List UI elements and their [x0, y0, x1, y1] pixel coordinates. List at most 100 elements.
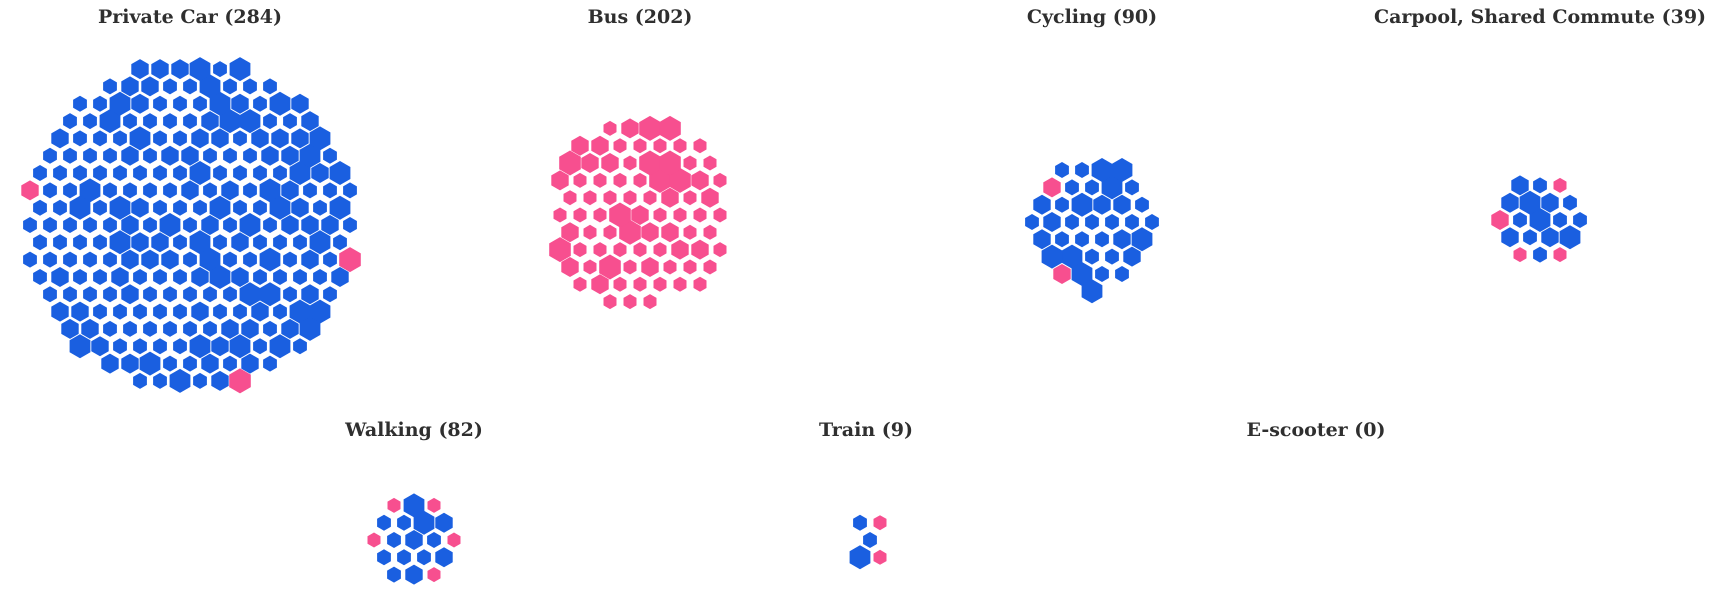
hexagon-blue [263, 320, 277, 337]
hexagon-blue [93, 269, 107, 285]
hexagon-blue [291, 128, 309, 149]
hexagon-blue [183, 217, 197, 233]
hexagon-pink [653, 138, 667, 154]
hexagon-blue [435, 512, 453, 533]
hexagon-blue [109, 230, 131, 255]
hexagon-blue [203, 147, 217, 164]
hexagon-blue [163, 78, 177, 95]
hexagon-blue [159, 213, 181, 237]
hexagon-blue [211, 336, 229, 357]
hexagon-pink [613, 138, 627, 154]
hexagon-blue [131, 59, 149, 80]
hexagon-blue [73, 269, 87, 285]
hexagon-blue [1533, 177, 1547, 194]
hexagon-blue [123, 113, 137, 130]
hexagon-blue [239, 109, 261, 134]
hexagon-blue [153, 372, 167, 389]
hexagon-blue [1061, 244, 1083, 269]
hexagon-blue [213, 234, 227, 251]
hexagon-blue [1111, 158, 1133, 182]
hexagon-blue [329, 161, 351, 185]
panel-title-private-car: Private Car (284) [97, 6, 283, 28]
hexagon-blue [301, 215, 319, 235]
hexagon-blue [131, 232, 149, 253]
hexagon-blue [289, 161, 311, 185]
hexagon-blue [103, 147, 117, 164]
hexagon-blue [331, 267, 349, 287]
panel-title-carpool: Carpool, Shared Commute (39) [1373, 6, 1707, 28]
hexagon-blue [1529, 208, 1551, 232]
hexagon-pink [613, 172, 627, 188]
hexagon-blue [293, 234, 307, 251]
hexagon-pink [661, 222, 679, 243]
hexagon-pink [593, 242, 607, 258]
hexagon-pink [691, 239, 709, 260]
hexagon-blue [1135, 196, 1149, 213]
hexagon-blue [183, 320, 197, 337]
hexagon-pink [339, 247, 361, 273]
hexagon-blue [93, 130, 107, 147]
hexagon-blue [283, 251, 297, 268]
hexagon-pink [713, 172, 727, 188]
hexagon-blue [93, 199, 107, 216]
hexagon-pink [593, 207, 607, 223]
hexagon-blue [863, 532, 877, 548]
hexagon-blue [151, 59, 169, 80]
hexagon-blue [223, 147, 237, 164]
panel-title-walking: Walking (82) [345, 419, 483, 441]
hexagon-blue [43, 182, 57, 199]
hexagon-blue [253, 199, 267, 216]
hexagon-blue [53, 199, 67, 216]
hexagon-blue [1095, 266, 1109, 282]
hexagon-blue [1055, 196, 1069, 213]
hexagon-blue [133, 303, 147, 320]
hexagon-blue [153, 338, 167, 355]
hexagon-blue [83, 147, 97, 164]
hexagon-blue [1085, 248, 1099, 265]
hexagon-blue [63, 113, 77, 130]
hexagon-blue [239, 282, 261, 307]
hexagon-pink [873, 515, 887, 531]
hexagon-blue [83, 286, 97, 303]
hexagon-blue [193, 199, 207, 216]
hexagon-blue [143, 182, 157, 199]
hexagon-blue [1085, 179, 1099, 196]
hexagon-blue [323, 251, 337, 268]
hexagon-blue [73, 165, 87, 181]
hexagon-blue [229, 334, 251, 359]
hexagon-blue [1065, 214, 1079, 230]
hexagon-blue [93, 234, 107, 251]
hex-cluster-train [849, 514, 887, 570]
hexagon-blue [61, 318, 79, 339]
hexagon-pink [653, 276, 667, 292]
hexagon-blue [1501, 227, 1519, 248]
hexagon-pink [639, 150, 661, 176]
hex-cluster-walking [367, 493, 461, 585]
hexagon-blue [417, 549, 431, 566]
hexagon-blue [427, 532, 441, 548]
hexagon-blue [83, 113, 97, 130]
hexagon-blue [223, 286, 237, 303]
hexagon-pink [229, 368, 251, 394]
hexagon-blue [387, 532, 401, 548]
hexagon-blue [849, 545, 871, 570]
hexagon-blue [213, 61, 227, 78]
hexagon-blue [173, 269, 187, 285]
hexagon-blue [173, 199, 187, 216]
hexagon-blue [435, 547, 453, 568]
hexagon-blue [143, 217, 157, 233]
hexagon-pink [573, 207, 587, 223]
hexagon-pink [427, 567, 441, 583]
hexagon-pink [713, 242, 727, 258]
hexagon-pink [873, 549, 887, 565]
hexagon-blue [405, 530, 423, 550]
hexagon-blue [323, 286, 337, 303]
hexagon-blue [163, 286, 177, 303]
hexagon-blue [173, 234, 187, 251]
hexagon-pink [633, 138, 647, 154]
hexagon-blue [63, 182, 77, 199]
hexagon-blue [73, 95, 87, 112]
hexagon-blue [233, 130, 247, 147]
hexagon-blue [63, 147, 77, 164]
hexagon-blue [181, 180, 199, 201]
